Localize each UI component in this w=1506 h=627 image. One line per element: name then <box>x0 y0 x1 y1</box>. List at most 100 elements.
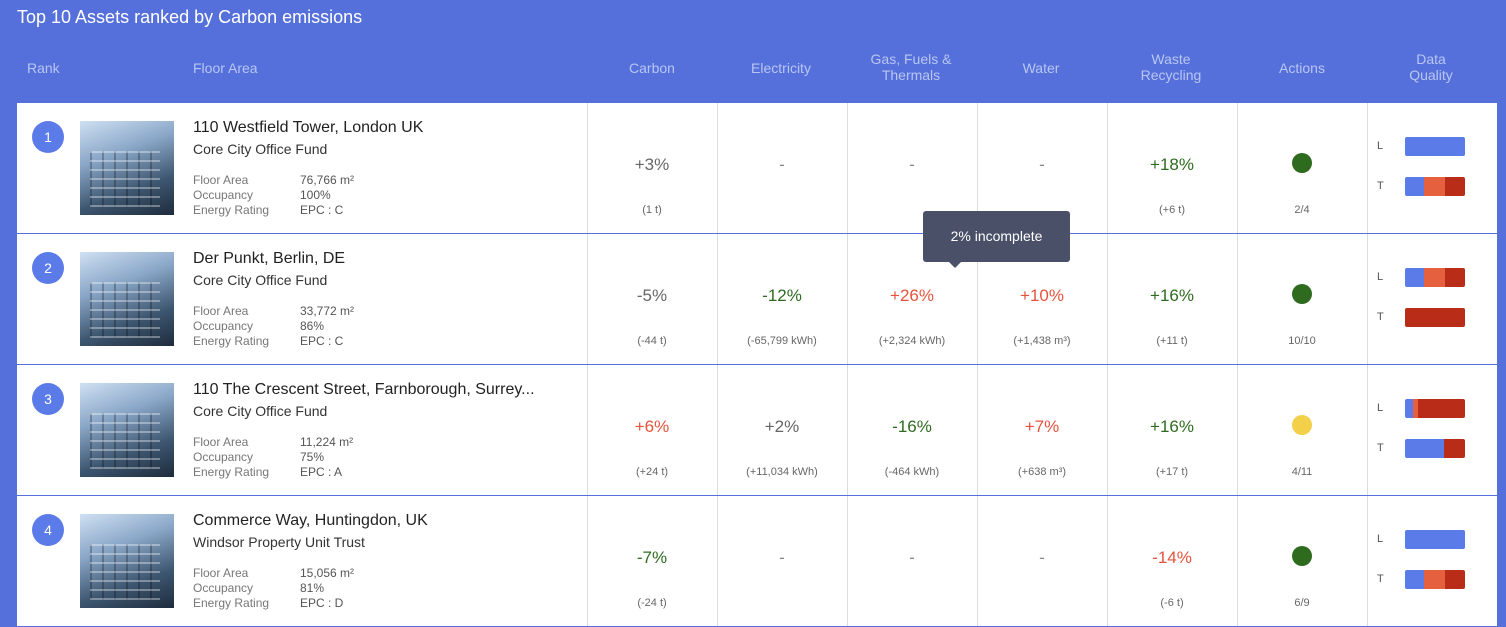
image-detail <box>90 544 160 600</box>
cell-divider <box>1237 103 1238 233</box>
quality-segment <box>1405 268 1425 287</box>
metric-note: (+11 t) <box>1156 335 1188 347</box>
cell-divider <box>1367 103 1368 233</box>
column-header-line: Quality <box>1409 67 1453 83</box>
metric-value: - <box>779 155 785 174</box>
metric-note: (-65,799 kWh) <box>747 335 817 347</box>
metric-value: -14% <box>1152 548 1192 567</box>
metric-value: +2% <box>764 417 800 436</box>
column-header: Waste Recycling <box>1141 51 1202 83</box>
quality-label: T <box>1377 311 1384 323</box>
column-header-line: Water <box>1022 60 1060 76</box>
quality-bar <box>1405 399 1465 418</box>
quality-segment <box>1405 399 1413 418</box>
detail-label: Floor Area <box>193 435 249 449</box>
column-header: Carbon <box>629 60 675 76</box>
quality-segment <box>1405 570 1425 589</box>
quality-label: L <box>1377 402 1384 414</box>
metric-note: (-44 t) <box>637 335 667 347</box>
image-detail <box>90 282 160 338</box>
column-header: Actions <box>1279 60 1325 76</box>
metric-value: +7% <box>1024 417 1060 436</box>
metric-value: +26% <box>890 286 934 305</box>
metric-value: - <box>779 548 785 567</box>
detail-value: 33,772 m² <box>300 304 355 318</box>
column-header-line: Recycling <box>1140 67 1202 83</box>
cell-divider <box>1107 365 1108 495</box>
detail-value: EPC : C <box>300 334 344 348</box>
action-status <box>1292 546 1312 566</box>
detail-value: EPC : A <box>300 465 343 479</box>
column-header-line: Electricity <box>751 60 811 76</box>
detail-value: EPC : D <box>300 596 344 610</box>
column-header-line: Actions <box>1279 60 1325 76</box>
detail-value: 75% <box>300 450 325 464</box>
metric-value: +16% <box>1150 417 1194 436</box>
quality-label: T <box>1377 442 1384 454</box>
metric-value: +18% <box>1150 155 1194 174</box>
quality-segment <box>1405 308 1465 327</box>
fund-name: Core City Office Fund <box>193 403 328 419</box>
action-status <box>1292 415 1312 435</box>
detail-label: Energy Rating <box>193 465 270 479</box>
detail-label: Energy Rating <box>193 334 270 348</box>
column-header-line: Gas, Fuels & <box>870 51 952 67</box>
quality-label: L <box>1377 271 1384 283</box>
quality-bar <box>1405 177 1465 196</box>
detail-label: Floor Area <box>193 304 249 318</box>
quality-segment <box>1412 399 1418 418</box>
cell-divider <box>1367 365 1368 495</box>
column-header-line: Floor Area <box>193 60 258 76</box>
rank-badge: 3 <box>32 383 64 415</box>
detail-value: EPC : C <box>300 203 344 217</box>
quality-segment <box>1424 177 1446 196</box>
asset-row: 1 110 Westfield Tower, London UK Core City… <box>17 103 1497 234</box>
asset-image <box>80 514 174 608</box>
page-title: Top 10 Assets ranked by Carbon emissions <box>17 7 363 27</box>
quality-segment <box>1405 439 1444 458</box>
asset-row: 4 Commerce Way, Huntingdon, UK Windsor Pro… <box>17 496 1497 627</box>
metric-note: (+2,324 kWh) <box>878 335 946 347</box>
metric-note: (-24 t) <box>637 597 667 609</box>
cell-divider <box>1237 365 1238 495</box>
metric-value: - <box>1039 155 1045 174</box>
column-header: Water <box>1023 60 1060 76</box>
cell-divider <box>977 496 978 626</box>
quality-label: T <box>1377 180 1384 192</box>
cell-divider <box>1107 496 1108 626</box>
cell-divider <box>587 365 588 495</box>
asset-image <box>80 121 174 215</box>
metric-value: -16% <box>892 417 932 436</box>
cell-divider <box>1107 234 1108 364</box>
metric-value: +10% <box>1020 286 1064 305</box>
cell-divider <box>1237 234 1238 364</box>
metric-value: +6% <box>634 417 670 436</box>
fund-name: Core City Office Fund <box>193 272 328 288</box>
cell-divider <box>717 365 718 495</box>
metric-note: (+638 m³) <box>1018 466 1066 478</box>
asset-name: 110 Westfield Tower, London UK <box>193 119 424 136</box>
quality-segment <box>1444 439 1465 458</box>
cell-divider <box>1367 234 1368 364</box>
cell-divider <box>587 234 588 364</box>
cell-divider <box>977 365 978 495</box>
detail-label: Floor Area <box>193 566 249 580</box>
metric-note: (1 t) <box>642 204 662 216</box>
cell-divider <box>717 234 718 364</box>
quality-label: L <box>1377 140 1384 152</box>
detail-label: Occupancy <box>193 188 254 202</box>
column-header-line: Rank <box>27 60 60 76</box>
asset-row: 3 110 The Crescent Street, Farnborough, S… <box>17 365 1497 496</box>
asset-row: 2 Der Punkt, Berlin, DE Core City Office F… <box>17 234 1497 365</box>
fund-name: Windsor Property Unit Trust <box>193 534 365 550</box>
asset-image <box>80 383 174 477</box>
quality-bar <box>1405 530 1465 549</box>
tooltip-arrow <box>949 262 961 268</box>
column-header: Gas, Fuels & Thermals <box>871 51 952 83</box>
quality-label: T <box>1377 573 1384 585</box>
metric-note: (+1,438 m³) <box>1013 335 1071 347</box>
asset-name: Der Punkt, Berlin, DE <box>193 250 346 267</box>
cell-divider <box>847 234 848 364</box>
detail-label: Energy Rating <box>193 596 270 610</box>
metric-note: (+17 t) <box>1155 466 1189 478</box>
